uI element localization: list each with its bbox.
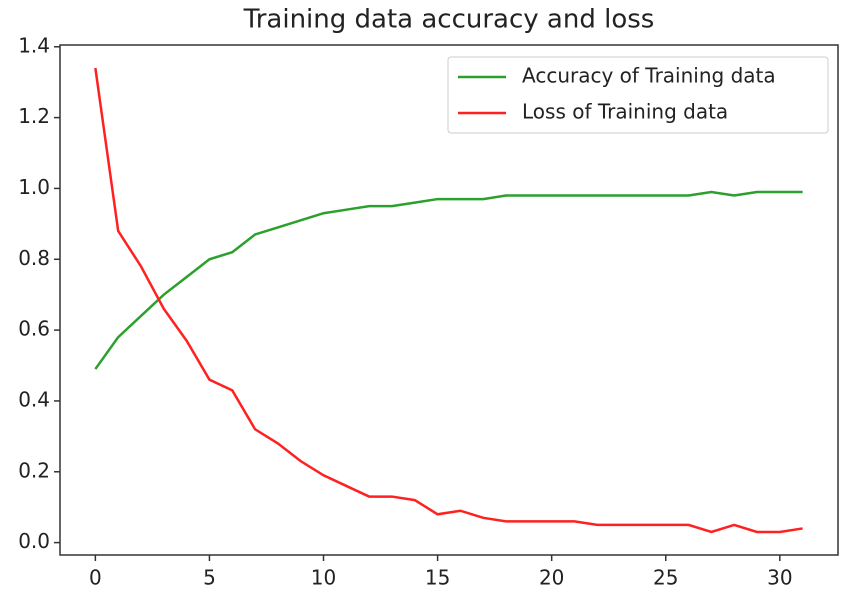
x-tick-label: 20: [539, 566, 564, 590]
legend-label: Loss of Training data: [522, 100, 728, 124]
x-tick-label: 0: [89, 566, 102, 590]
series-line: [94, 67, 803, 534]
y-tick-label: 1.2: [18, 104, 50, 128]
plot-frame: [59, 44, 839, 556]
y-tick-label: 0.0: [18, 529, 50, 553]
legend-label: Accuracy of Training data: [522, 64, 776, 88]
x-tick-label: 15: [425, 566, 450, 590]
legend-box: [447, 56, 829, 134]
y-tick-label: 0.6: [18, 317, 50, 341]
x-tick-label: 25: [653, 566, 678, 590]
y-tick-label: 0.2: [18, 458, 50, 482]
x-tick-label: 30: [767, 566, 792, 590]
y-tick-label: 1.0: [18, 175, 50, 199]
x-tick-label: 5: [203, 566, 216, 590]
y-tick-label: 0.4: [18, 387, 50, 411]
y-tick-label: 0.8: [18, 246, 50, 270]
series-line: [94, 190, 803, 370]
y-tick-label: 1.4: [18, 33, 50, 57]
chart-title: Training data accuracy and loss: [243, 5, 655, 35]
x-tick-label: 10: [311, 566, 336, 590]
